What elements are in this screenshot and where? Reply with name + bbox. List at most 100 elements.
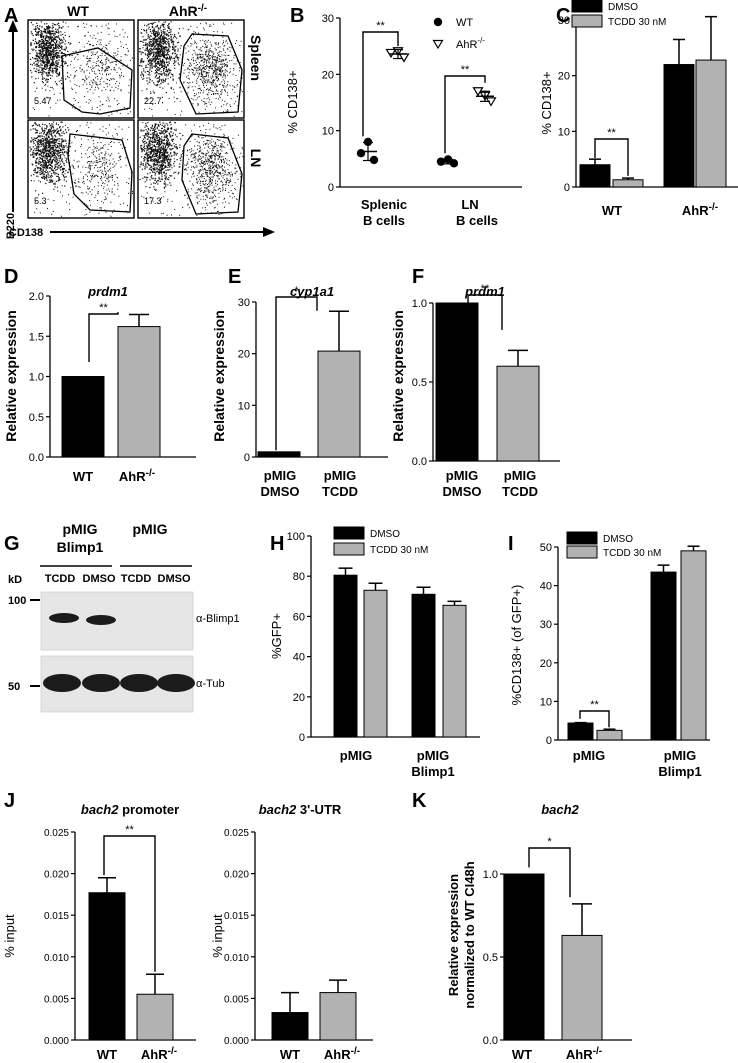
panel-j-bar <box>88 892 126 1041</box>
panel-b-point-ahr <box>385 48 397 59</box>
panel-a-gate-value: 5.47 <box>34 96 52 106</box>
panel-h-y-tick-label: 40 <box>293 652 305 664</box>
panel-e-significance-bracket <box>275 296 318 451</box>
panel-e-y-tick-label: 30 <box>238 297 250 309</box>
panel-b-x-label: B cells <box>363 213 405 228</box>
panel-g-mw-label: 100 <box>8 595 26 607</box>
panel-b-legend-marker-ahr <box>432 39 444 50</box>
panel-a-gate <box>67 133 133 213</box>
panel-g-band-blimp1 <box>86 615 116 625</box>
panel-g-lane-label: DMSO <box>83 573 116 585</box>
panel-a-dot-cloud <box>29 21 133 117</box>
panel-e-bar <box>257 451 301 458</box>
panel-a-xaxis-label: CD138 <box>9 227 43 239</box>
panel-d-title: prdm1 <box>87 284 128 299</box>
panel-e-significance-label: * <box>294 285 299 297</box>
panel-label-f: F <box>412 266 424 288</box>
panel-j-y-tick-label: 0.005 <box>224 994 249 1005</box>
panel-a-gate-value: 22.7 <box>144 96 162 106</box>
panel-c-legend-label: TCDD 30 nM <box>608 17 666 28</box>
panel-g-kd-label: kD <box>8 574 22 586</box>
panel-k-y-tick-label: 0.5 <box>483 952 498 964</box>
panel-d-x-label-ahr: AhR-/- <box>119 468 155 484</box>
panel-c-x-label-ahr-main: AhR <box>682 203 709 218</box>
panel-b-x-label: Splenic <box>361 197 407 212</box>
panel-h-legend-swatch <box>333 526 365 540</box>
panel-b-legend-label-ahr-sup: -/- <box>477 36 485 45</box>
panel-e-y-tick-label: 20 <box>238 349 250 361</box>
panel-b-point-wt <box>369 155 379 165</box>
panel-i-bar <box>680 550 707 741</box>
panel-c-bar <box>612 179 644 188</box>
panel-d-x-label-ahr-sup: -/- <box>146 468 155 479</box>
panel-b-legend-label-ahr: AhR-/- <box>456 36 485 51</box>
panel-a-col-ko: AhR-/- <box>169 3 207 19</box>
panel-g-band-tubulin <box>157 674 195 692</box>
panel-d-bar <box>61 376 105 458</box>
panel-k-y-label: normalized to WT CI48h <box>462 861 477 1008</box>
panel-c-bar <box>663 64 695 188</box>
panel-d-y-tick-label: 0.5 <box>29 412 44 424</box>
panel-c-significance-bracket <box>594 138 629 176</box>
panel-i-x-label: Blimp1 <box>658 764 701 779</box>
panel-f-x-label: DMSO <box>443 484 482 499</box>
panel-i-y-tick-label: 10 <box>540 696 552 708</box>
panel-d-x-label: WT <box>73 469 93 484</box>
panel-j-y-tick-label: 0.010 <box>44 953 69 964</box>
panel-b-legend-marker-wt <box>433 17 443 27</box>
panel-f-y-tick-label: 1.0 <box>412 298 427 310</box>
panel-i-bar <box>596 729 623 741</box>
panel-i-y-tick-label: 40 <box>540 581 552 593</box>
panel-b-significance-label: ** <box>461 64 470 76</box>
panel-a-dot-cloud <box>139 21 243 117</box>
panel-f-significance-bracket <box>467 294 503 330</box>
panel-i-legend-label: TCDD 30 nM <box>603 548 661 559</box>
panel-i-legend-swatch <box>566 545 598 559</box>
panel-a-gate-value: 5.3 <box>34 196 47 206</box>
panel-j-x-label-ahr-sup: -/- <box>168 1046 177 1057</box>
panel-j-bar <box>136 993 174 1041</box>
panel-i-legend-swatch <box>566 531 598 545</box>
panel-g-group-label: pMIG <box>133 521 168 537</box>
panel-c-significance-label: ** <box>607 127 616 139</box>
panel-i-legend-label: DMSO <box>603 534 633 545</box>
panel-h-y-tick-label: 80 <box>293 571 305 583</box>
panel-h-x-label: pMIG <box>417 748 450 763</box>
panel-b-significance-bracket <box>444 75 486 154</box>
panel-j-significance-bracket <box>103 835 156 972</box>
panel-j-title: bach2 3'-UTR <box>259 802 342 817</box>
panel-e-y-tick-label: 10 <box>238 400 250 412</box>
panel-a-dot-cloud <box>29 121 133 217</box>
panel-a-gate-value: 17.3 <box>144 196 162 206</box>
panel-k-x-label: WT <box>512 1047 532 1062</box>
panel-b-legend-label-wt: WT <box>456 17 473 29</box>
panel-e-x-label: TCDD <box>322 484 358 499</box>
panel-i-y-label: %CD138+ (of GFP+) <box>509 585 524 706</box>
panel-e-x-label: pMIG <box>324 468 357 483</box>
panel-k-title: bach2 <box>541 802 579 817</box>
panel-a-dots <box>29 121 133 217</box>
panel-j-y-tick-label: 0.000 <box>44 1036 69 1047</box>
panel-f-y-tick-label: 0.5 <box>412 377 427 389</box>
panel-c-y-tick-label: 30 <box>558 15 570 27</box>
panel-label-i: I <box>508 533 514 555</box>
panel-a-y-arrowhead <box>8 20 18 32</box>
panel-d-y-label: Relative expression <box>3 310 19 442</box>
panel-a-dot-cloud <box>139 121 244 216</box>
panel-j-x-label-ahr-main: AhR <box>324 1047 351 1062</box>
panel-i-bar <box>567 722 594 741</box>
panel-b-y-tick-label: 0 <box>328 182 334 194</box>
panel-d-y-tick-label: 1.0 <box>29 372 44 384</box>
panel-g-band-tubulin <box>82 674 120 692</box>
panel-k-bar <box>561 934 603 1041</box>
panel-g-antibody-label: α-Tub <box>196 678 225 690</box>
panel-h-y-label: %GFP+ <box>269 613 284 659</box>
panel-j-x-label: WT <box>97 1047 117 1062</box>
panel-label-d: D <box>4 266 18 288</box>
panel-j-x-label-ahr: AhR-/- <box>324 1046 360 1062</box>
panel-g-lane-label: TCDD <box>45 573 76 585</box>
panel-f-x-label: pMIG <box>446 468 479 483</box>
panel-d-significance-label: ** <box>99 302 108 314</box>
panel-k-y-tick-label: 0.0 <box>483 1035 498 1047</box>
